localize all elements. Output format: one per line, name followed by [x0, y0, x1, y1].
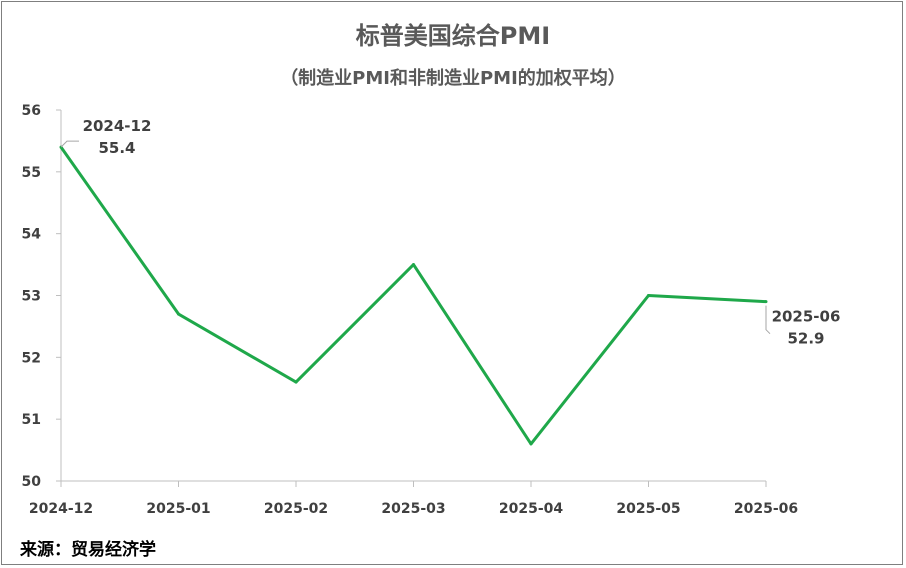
y-tick-label: 50 [22, 474, 42, 490]
chart-subtitle: （制造业PMI和非制造业PMI的加权平均） [280, 68, 626, 89]
annotation-category-label: 2024-12 [83, 117, 152, 135]
annotation-leader [60, 140, 79, 148]
data-point [647, 294, 650, 297]
series-line-group [59, 145, 768, 446]
y-tick-label: 53 [22, 289, 41, 305]
source-note: 来源：贸易经济学 [20, 540, 156, 560]
data-point [529, 442, 533, 446]
chart-title: 标普美国综合PMI [355, 22, 551, 50]
x-tick-label: 2025-04 [499, 501, 564, 517]
x-tick-label: 2025-05 [616, 501, 680, 517]
data-point [177, 312, 180, 316]
x-tick-label: 2025-02 [264, 501, 328, 517]
y-tick-label: 51 [22, 412, 41, 428]
annotation-value-label: 52.9 [787, 330, 824, 348]
y-tick-label: 52 [22, 350, 41, 366]
data-point [294, 380, 298, 384]
annotation-category-label: 2025-06 [772, 308, 841, 326]
data-point [764, 300, 768, 304]
x-tick-label: 2025-06 [734, 501, 798, 517]
x-tick-label: 2025-01 [146, 501, 210, 517]
series-line [59, 146, 767, 446]
y-tick-label: 55 [22, 165, 41, 181]
data-point [412, 263, 415, 267]
y-axis-tick-labels: 50 51 52 53 54 55 56 [22, 103, 42, 490]
x-tick-label: 2024-12 [29, 501, 93, 517]
data-annotations: 2024-12 55.4 2025-06 52.9 [60, 117, 841, 348]
x-tick-label: 2025-03 [381, 501, 445, 517]
y-tick-label: 56 [22, 103, 41, 119]
chart-axes [56, 109, 767, 487]
annotation-leader [765, 305, 771, 335]
x-axis-tick-labels: 2024-12 2025-01 2025-02 2025-03 2025-04 2025-… [29, 501, 798, 517]
y-tick-label: 54 [22, 227, 42, 243]
annotation-value-label: 55.4 [98, 139, 135, 157]
